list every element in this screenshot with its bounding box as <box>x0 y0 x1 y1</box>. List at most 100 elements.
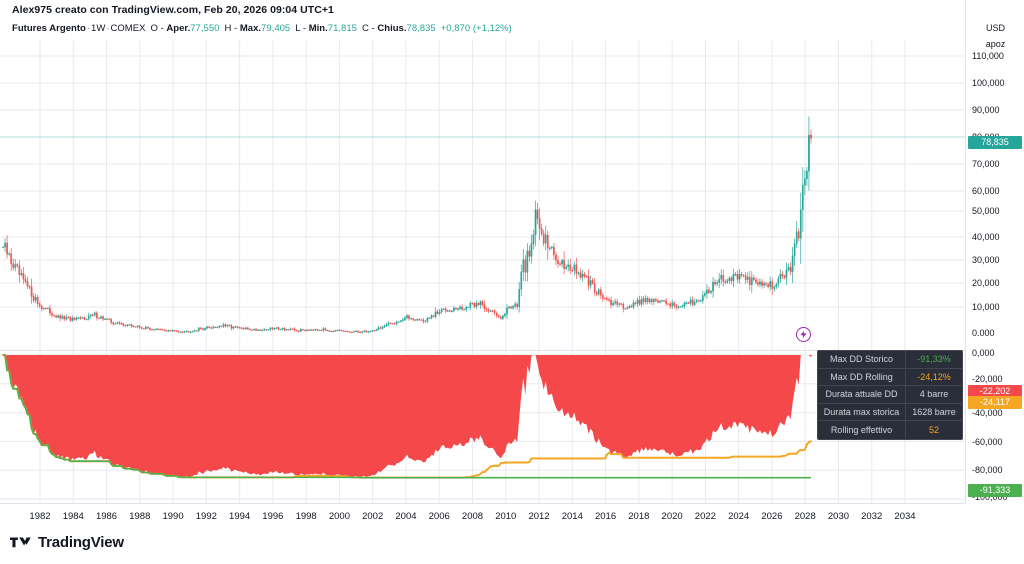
price-axis-tick: 70,000 <box>972 159 1000 169</box>
drawdown-stats-table[interactable]: Max DD Storico -91,33% Max DD Rolling -24,1… <box>817 350 963 440</box>
stats-row-label: Durata max storica <box>818 403 906 420</box>
price-axis-tick: 40,000 <box>972 232 1000 242</box>
tradingview-wordmark: TradingView <box>38 534 124 551</box>
dd-historic-badge[interactable]: -91,333 <box>968 484 1022 497</box>
legend-change-pct: (+1,12%) <box>472 23 512 34</box>
stats-row-label: Max DD Rolling <box>818 368 906 385</box>
stats-row-value: 4 barre <box>906 386 962 403</box>
price-axis-tick: -100,000 <box>972 492 1008 502</box>
legend-open-label: Aper. <box>166 23 191 34</box>
price-axis-tick: 90,000 <box>972 105 1000 115</box>
time-axis-year: 1994 <box>229 511 251 522</box>
time-axis-year: 2030 <box>827 511 850 522</box>
time-axis-year: 1996 <box>262 511 284 522</box>
legend-open-key: O <box>150 23 158 34</box>
dd-current-badge[interactable]: -22,202 <box>968 385 1022 398</box>
price-axis-tick: -40,000 <box>972 408 1003 418</box>
stats-row-label: Max DD Storico <box>818 351 906 368</box>
time-axis-year: 2016 <box>594 511 617 522</box>
time-axis-year: 2000 <box>328 511 350 522</box>
last-price-badge[interactable]: 78,835 <box>968 136 1022 149</box>
price-axis-tick: 110,000 <box>972 51 1004 61</box>
price-axis-tick: -60,000 <box>972 437 1003 447</box>
drawdown-pane[interactable] <box>0 351 965 503</box>
time-axis-year: 1982 <box>29 511 51 522</box>
time-axis-year: 2008 <box>461 511 484 522</box>
price-axis[interactable]: USD apoz 110,000100,00090,00080,00070,00… <box>965 0 1024 503</box>
price-gridlines <box>0 40 965 350</box>
price-candlestick-series <box>2 116 812 334</box>
time-axis-year: 2032 <box>861 511 883 522</box>
time-axis-year: 2024 <box>728 511 750 522</box>
symbol-legend[interactable]: Futures Argento·1W·COMEX O - Aper.77,550 H… <box>12 23 512 34</box>
dd-rolling-badge[interactable]: -24,117 <box>968 396 1022 409</box>
axis-currency: USD <box>985 23 1005 33</box>
stats-row: Max DD Rolling -24,12% <box>818 368 962 386</box>
legend-close-value: 78,835 <box>406 23 436 34</box>
stats-row-value: 52 <box>906 421 962 439</box>
time-axis-year: 1986 <box>95 511 118 522</box>
time-axis-year: 2002 <box>362 511 384 522</box>
legend-close-key: C <box>361 23 369 34</box>
time-axis-year: 2012 <box>528 511 550 522</box>
stats-row: Rolling effettivo 52 <box>818 421 962 439</box>
tradingview-mark-icon <box>10 537 31 547</box>
time-axis-year: 2006 <box>428 511 450 522</box>
time-axis-year: 2018 <box>628 511 650 522</box>
price-axis-tick: 50,000 <box>972 206 1000 216</box>
time-axis-year: 2028 <box>794 511 816 522</box>
price-axis-tick: 60,000 <box>972 186 1000 196</box>
price-axis-tick: 0.000 <box>972 328 995 338</box>
time-axis-year: 2020 <box>661 511 683 522</box>
stats-row-value: -91,33% <box>906 351 962 368</box>
time-axis-year: 1990 <box>162 511 184 522</box>
legend-close-label: Chius. <box>377 23 407 34</box>
legend-change-abs: +0,870 <box>440 23 471 34</box>
stats-row: Max DD Storico -91,33% <box>818 351 962 369</box>
time-axis-year: 1998 <box>295 511 317 522</box>
time-axis-year: 2004 <box>395 511 417 522</box>
pane-divider <box>0 350 965 351</box>
time-axis[interactable]: 1982 1984 1986 1988 1990 1992 1994 1996 1998 2000… <box>0 503 965 529</box>
price-axis-tick: 10,000 <box>972 302 1000 312</box>
time-axis-year: 1984 <box>62 511 84 522</box>
legend-symbol[interactable]: Futures Argento <box>12 23 86 34</box>
legend-low-label: Min. <box>308 23 328 34</box>
legend-low-value: 71,815 <box>327 23 357 34</box>
price-axis-tick: 20,000 <box>972 278 1000 288</box>
stats-row-label: Rolling effettivo <box>818 421 906 439</box>
stats-row: Durata attuale DD 4 barre <box>818 386 962 404</box>
lightning-glyph <box>800 330 807 339</box>
stats-row: Durata max storica 1628 barre <box>818 403 962 421</box>
price-axis-tick: 30,000 <box>972 255 1000 265</box>
legend-interval: 1W <box>91 23 106 34</box>
price-pane[interactable] <box>0 40 965 350</box>
legend-exchange: COMEX <box>110 23 146 34</box>
drawdown-series <box>2 354 812 479</box>
legend-high-value: 79,405 <box>261 23 291 34</box>
legend-low-key: L <box>295 23 301 34</box>
legend-high-label: Max. <box>239 23 262 34</box>
time-axis-year: 2010 <box>495 511 517 522</box>
attribution-text: Alex975 creato con TradingView.com, Feb … <box>12 4 334 16</box>
time-axis-year: 2014 <box>561 511 583 522</box>
time-axis-year: 2022 <box>694 511 716 522</box>
stats-row-value: -24,12% <box>906 368 962 385</box>
legend-high-key: H <box>224 23 232 34</box>
tradingview-logo[interactable]: TradingView <box>10 534 124 551</box>
stats-row-value: 1628 barre <box>906 403 962 420</box>
price-axis-tick: -20,000 <box>972 374 1003 384</box>
time-axis-year: 2026 <box>761 511 783 522</box>
price-axis-tick: -80,000 <box>972 465 1003 475</box>
time-axis-year: 1988 <box>129 511 151 522</box>
axis-unit: apoz <box>985 39 1006 49</box>
time-axis-year: 2034 <box>894 511 916 522</box>
time-axis-year: 1992 <box>195 511 217 522</box>
lightning-bolt-icon[interactable] <box>796 327 811 342</box>
stats-row-label: Durata attuale DD <box>818 386 906 403</box>
legend-open-value: 77,550 <box>190 23 220 34</box>
price-axis-tick: 0,000 <box>972 348 995 358</box>
price-axis-tick: 100,000 <box>972 78 1005 88</box>
legend-sep-1: · <box>86 23 91 34</box>
